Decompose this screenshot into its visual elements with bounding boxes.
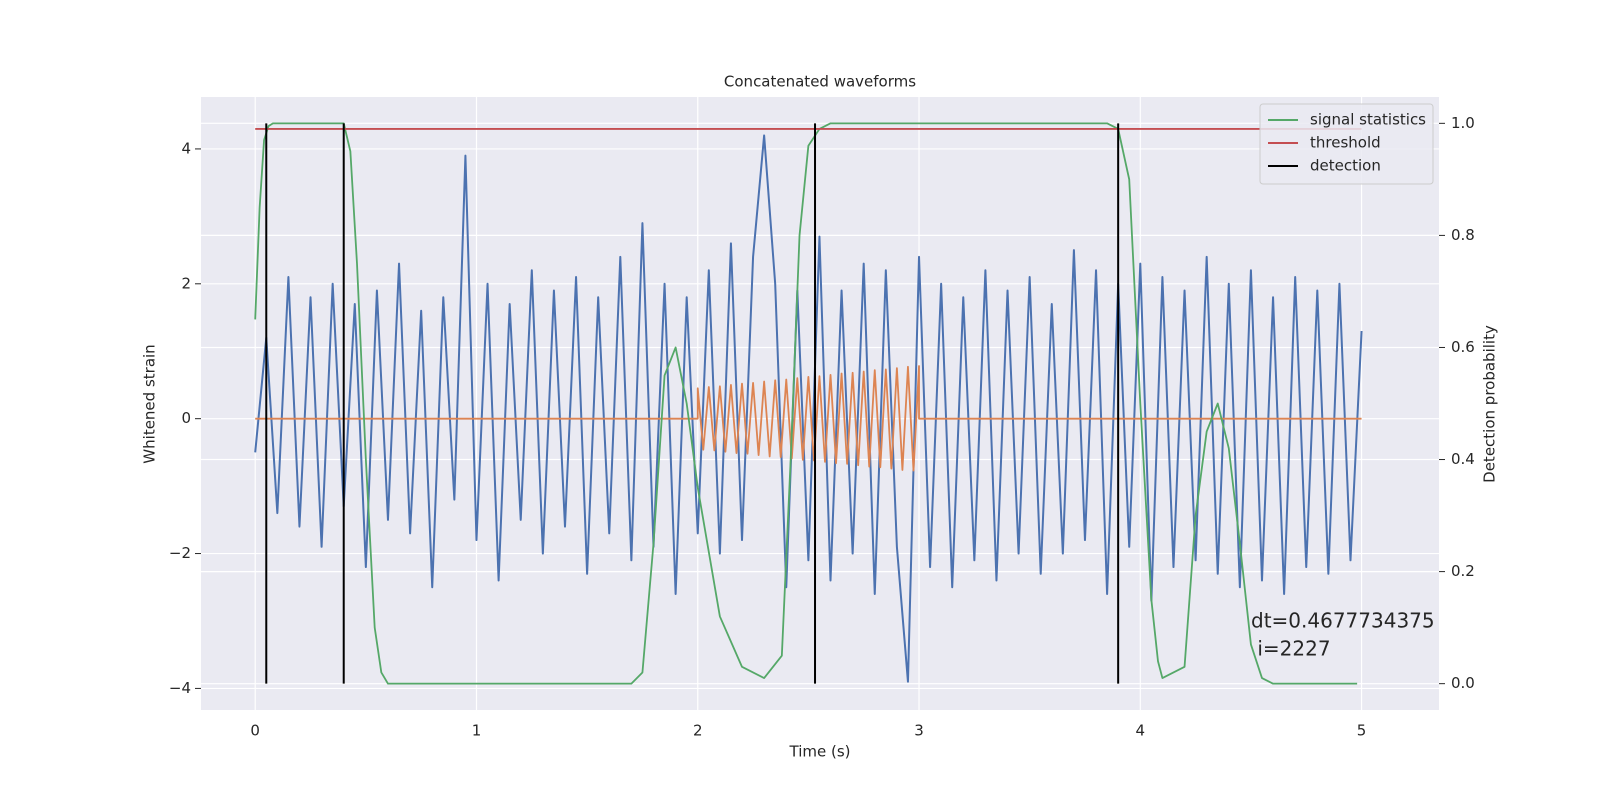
x-tick-label: 0 [250,722,260,740]
annotation: dt=0.4677734375 [1251,609,1435,633]
x-axis-label: Time (s) [789,743,851,761]
legend-box [1259,103,1434,185]
legend-label: signal statistics [1310,111,1426,129]
legend-label: detection [1310,157,1381,175]
y2-tick-label: 0.0 [1451,674,1475,692]
legend-label: threshold [1310,134,1381,152]
y2-tick-label: 1.0 [1451,114,1475,132]
series-line [255,365,1362,472]
x-tick-label: 2 [693,722,703,740]
chart-title: Concatenated waveforms [724,73,916,91]
series-line [254,122,1358,685]
y-tick-label: −4 [169,679,191,697]
y2-tick-label: 0.6 [1451,338,1475,356]
y2-tick-label: 0.8 [1451,226,1475,244]
y-tick-label: 4 [181,139,191,157]
annotation: i=2227 [1251,637,1331,661]
y2-axis-label: Detection probability [1481,325,1499,483]
x-tick-label: 3 [914,722,924,740]
x-tick-label: 4 [1136,722,1146,740]
y-tick-label: 0 [181,409,191,427]
y2-tick-label: 0.4 [1451,450,1475,468]
plot [254,122,1363,685]
y2-tick-label: 0.2 [1451,562,1475,580]
series-line [254,134,1363,683]
y-tick-label: −2 [169,544,191,562]
x-tick-label: 1 [472,722,482,740]
x-tick-label: 5 [1357,722,1367,740]
y-axis-label: Whitened strain [141,344,159,463]
y-tick-label: 2 [181,274,191,292]
